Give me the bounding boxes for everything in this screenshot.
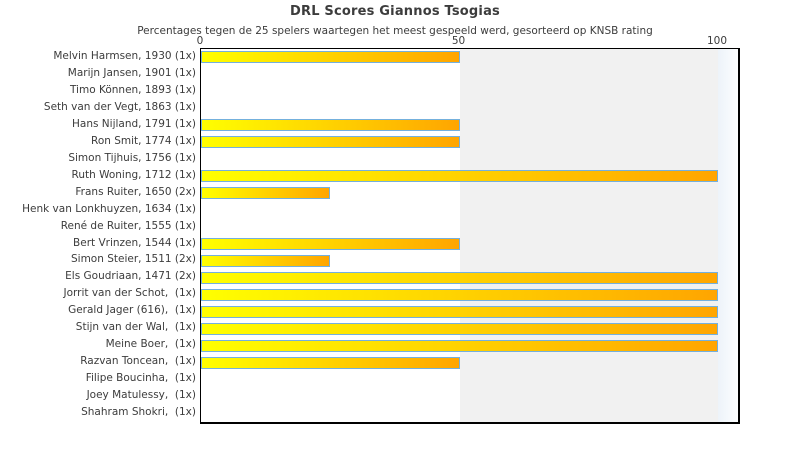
row-label: Simon Steier, 1511 (2x)	[71, 253, 196, 266]
row-label: Gerald Jager (616), (1x)	[68, 304, 196, 317]
row-label: Meine Boer, (1x)	[105, 338, 196, 351]
bar	[201, 254, 331, 267]
row-label: Henk van Lonkhuyzen, 1634 (1x)	[22, 202, 196, 215]
x-tick-label: 50	[451, 35, 466, 47]
bar	[201, 51, 460, 64]
overflow-fade-strip	[718, 49, 738, 422]
bar	[201, 119, 460, 132]
row-label: Simon Tijhuis, 1756 (1x)	[68, 151, 196, 164]
row-label: Bert Vrinzen, 1544 (1x)	[73, 236, 196, 249]
bar	[201, 288, 718, 301]
row-label: Ruth Woning, 1712 (1x)	[71, 168, 197, 181]
row-label: Razvan Toncean, (1x)	[80, 355, 196, 368]
bar	[201, 271, 718, 284]
row-label: Melvin Harmsen, 1930 (1x)	[53, 50, 196, 62]
bar	[201, 237, 460, 250]
row-label: Joey Matulessy, (1x)	[86, 389, 196, 402]
row-label: Filipe Boucinha, (1x)	[85, 372, 196, 385]
chart-title: DRL Scores Giannos Tsogias	[290, 4, 500, 19]
x-tick-label: 0	[196, 35, 204, 47]
row-label: Marijn Jansen, 1901 (1x)	[67, 66, 196, 79]
bar	[201, 322, 718, 335]
bar	[201, 305, 718, 318]
bar	[201, 339, 718, 352]
row-label: Hans Nijland, 1791 (1x)	[72, 117, 196, 130]
row-label: Els Goudriaan, 1471 (2x)	[65, 270, 196, 283]
row-label: Stijn van der Wal, (1x)	[75, 321, 196, 334]
plot-area	[200, 48, 740, 424]
row-label: Jorrit van der Schot, (1x)	[63, 287, 197, 300]
row-label: René de Ruiter, 1555 (1x)	[60, 219, 196, 232]
bar	[201, 136, 460, 149]
row-label: Shahram Shokri, (1x)	[81, 406, 196, 419]
background-band	[459, 49, 718, 422]
row-label: Seth van der Vegt, 1863 (1x)	[43, 100, 196, 113]
bar	[201, 170, 718, 183]
bar	[201, 356, 460, 369]
row-label: Frans Ruiter, 1650 (2x)	[75, 185, 196, 198]
x-tick-label: 100	[706, 35, 728, 47]
row-label: Timo Können, 1893 (1x)	[69, 83, 196, 96]
bar	[201, 187, 331, 200]
row-label: Ron Smit, 1774 (1x)	[91, 134, 196, 147]
chart-subtitle: Percentages tegen de 25 spelers waartege…	[137, 25, 653, 37]
